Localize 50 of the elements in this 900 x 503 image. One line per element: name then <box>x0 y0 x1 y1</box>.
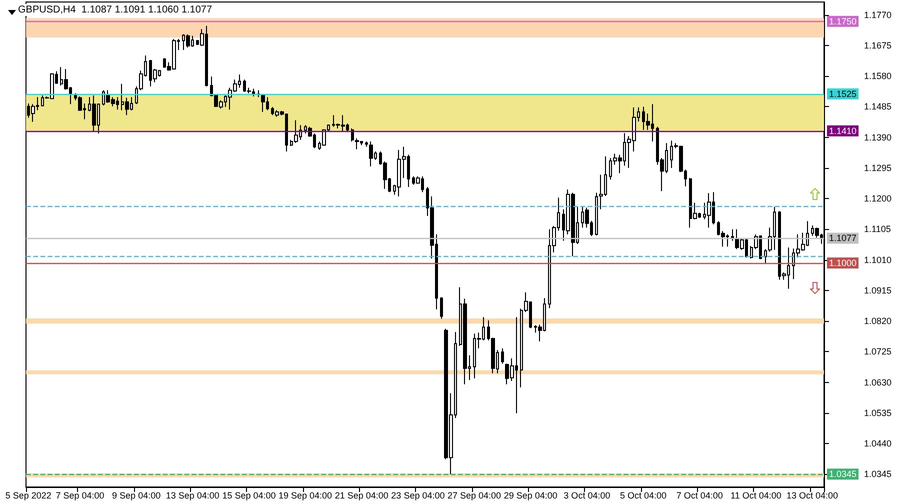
candlestick <box>365 141 368 148</box>
chart-title: GBPUSD,H4 1.1087 1.1091 1.1060 1.1077 <box>18 4 212 16</box>
y-tick-label: 1.0725 <box>864 346 892 357</box>
candlestick <box>731 228 734 242</box>
y-tick-label: 1.1105 <box>864 224 891 234</box>
x-tick-label: 29 Sep 04:00 <box>504 490 558 500</box>
x-tick-label: 11 Oct 04:00 <box>730 490 782 500</box>
candlestick <box>92 94 96 132</box>
y-tick-label: 1.1675 <box>864 40 892 51</box>
candlestick <box>440 296 443 320</box>
candlestick <box>707 192 711 228</box>
x-tick-label: 13 Oct 04:00 <box>786 490 838 500</box>
y-tick-label: 1.0820 <box>864 316 892 326</box>
y-tick-label: 1.1200 <box>864 194 892 204</box>
y-tick-label: 1.0535 <box>864 408 892 418</box>
candlestick <box>294 120 298 144</box>
x-tick-label: 9 Sep 04:00 <box>112 490 161 500</box>
x-tick-label: 19 Sep 04:00 <box>278 490 332 500</box>
x-tick-label: 5 Oct 04:00 <box>620 490 667 500</box>
y-tick-label: 1.0345 <box>864 469 892 480</box>
x-tick-label: 3 Oct 04:00 <box>564 490 610 500</box>
y-tick-label: 1.1485 <box>864 102 892 112</box>
ref-line-label: 1.1077 <box>829 233 857 244</box>
ref-line-label: 1.0345 <box>829 469 857 480</box>
x-tick-label: 27 Sep 04:00 <box>448 490 502 500</box>
y-tick-label: 1.1295 <box>864 162 892 173</box>
candlestick <box>322 128 326 146</box>
ref-line-label: 1.1410 <box>829 126 857 136</box>
y-tick-label: 1.1010 <box>864 254 892 265</box>
candlestick <box>261 94 265 112</box>
ref-line-label: 1.1750 <box>829 16 857 26</box>
ref-line-label: 1.1525 <box>829 88 857 99</box>
candlestick <box>369 141 373 167</box>
x-tick-label: 7 Oct 04:00 <box>676 490 723 500</box>
x-tick-label: 13 Sep 04:00 <box>166 490 220 500</box>
y-tick-label: 1.0630 <box>864 377 892 388</box>
x-tick-label: 21 Sep 04:00 <box>334 490 388 500</box>
candlestick <box>764 248 767 264</box>
x-tick-label: 7 Sep 04:00 <box>56 490 104 500</box>
x-tick-label: 23 Sep 04:00 <box>391 490 445 500</box>
candlestick <box>501 348 504 364</box>
y-tick-label: 1.0915 <box>864 285 892 296</box>
y-tick-label: 1.1770 <box>864 10 892 20</box>
ref-line-label: 1.1000 <box>829 258 857 268</box>
y-tick-label: 1.1390 <box>864 132 892 142</box>
y-tick-label: 1.1580 <box>864 71 892 82</box>
y-tick-label: 1.0440 <box>864 438 892 448</box>
x-tick-label: 15 Sep 04:00 <box>222 490 276 500</box>
candlestick <box>186 34 190 48</box>
x-tick-label: 5 Sep 2022 <box>5 490 52 500</box>
